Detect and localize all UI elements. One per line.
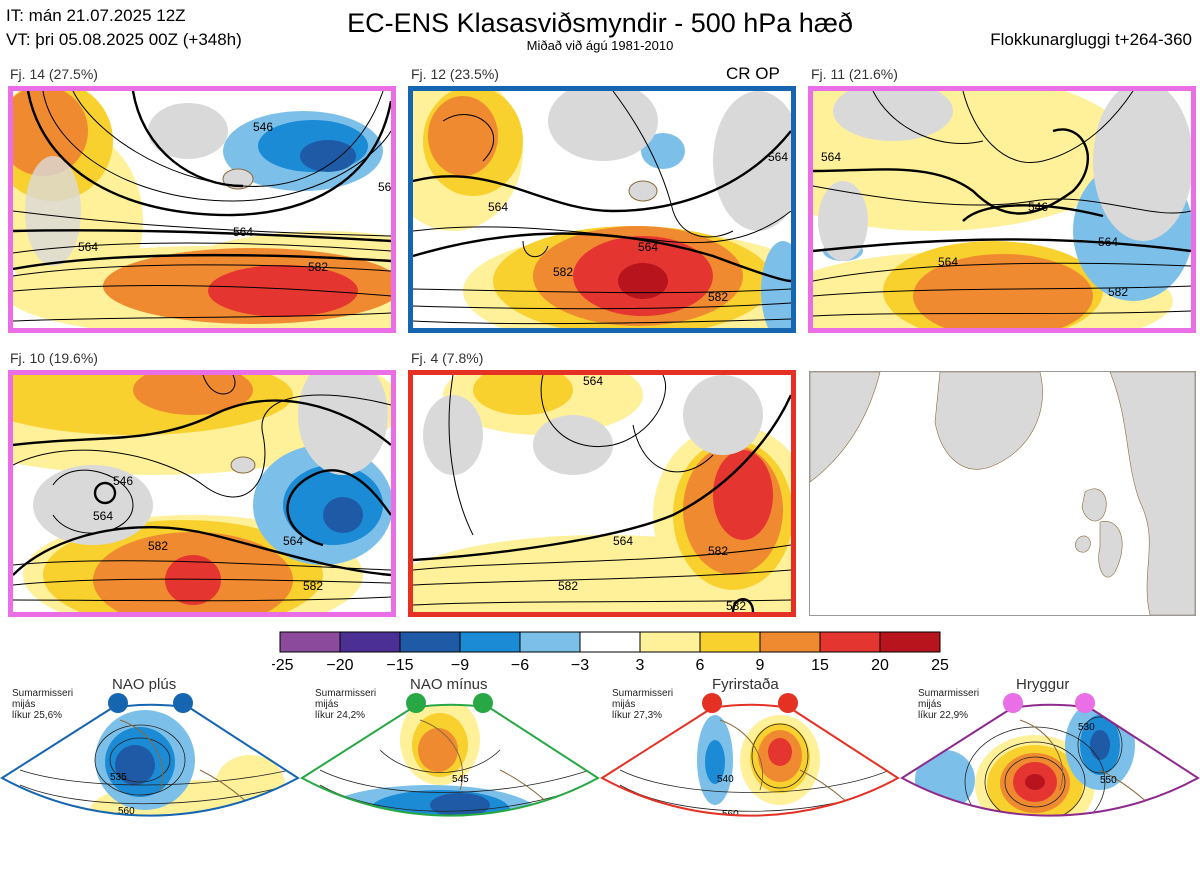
contour-label: 564 <box>488 200 508 214</box>
map-fj12: 564 564 582 582 564 <box>413 91 791 328</box>
regime-title-nao-minus: NAO mínus <box>410 676 488 693</box>
page-title: EC-ENS Klasasviðsmyndir - 500 hPa hæð <box>347 8 853 38</box>
contour-label: 564 <box>938 255 958 269</box>
contour-label: 564 <box>378 180 391 194</box>
regime-title-blocking: Fyrirstaða <box>712 676 779 693</box>
colorbar-swatch <box>519 631 581 653</box>
colorbar-tick-label: 6 <box>696 657 705 674</box>
regime-map-ridge: 530 550 575 <box>902 704 1198 849</box>
panel-fj10: 546 564 582 564 582 <box>8 370 396 617</box>
contour-label: 530 <box>1078 722 1095 733</box>
contour-label: 575 <box>448 850 465 861</box>
contour-label: 560 <box>438 816 455 827</box>
contour-label: 545 <box>452 774 469 785</box>
colorbar-tick-label: −3 <box>571 657 589 674</box>
contour-label: 582 <box>148 539 168 553</box>
colorbar-swatch <box>579 631 641 653</box>
panel-label-fj12: Fj. 12 (23.5%) <box>411 66 499 82</box>
contour-label: 560 <box>118 806 135 817</box>
contour-label: 582 <box>308 260 328 274</box>
page-subtitle: Miðað við ágú 1981-2010 <box>526 38 674 53</box>
map-fj4: 564 564 582 582 582 <box>413 375 791 612</box>
contour-label: 540 <box>717 774 734 785</box>
contour-label: 546 <box>113 474 133 488</box>
regime-maps: 535 560 545 560 575 <box>0 693 1200 861</box>
contour-label: 582 <box>708 544 728 558</box>
colorbar-tick-label: 20 <box>871 657 889 674</box>
panel-fj4: 564 564 582 582 582 <box>408 370 796 617</box>
panel-fj14: 546 564 564 582 564 <box>8 86 396 333</box>
colorbar-swatch <box>279 631 341 653</box>
colorbar-tick-label: 9 <box>756 657 765 674</box>
contour-label: 582 <box>708 290 728 304</box>
contour-label: 582 <box>303 579 323 593</box>
panel-label-fj4: Fj. 4 (7.8%) <box>411 350 484 366</box>
panel-label-fj10: Fj. 10 (19.6%) <box>10 350 98 366</box>
contour-label: 564 <box>78 240 98 254</box>
regime-map-nao-minus: 545 560 575 <box>302 704 598 861</box>
map-fj11: 564 564 546 564 582 <box>813 91 1191 328</box>
colorbar-swatch <box>639 631 701 653</box>
colorbar-tick-label: −20 <box>326 657 353 674</box>
colorbar-swatch <box>459 631 521 653</box>
colorbar-swatch <box>699 631 761 653</box>
regime-note-nao-minus: Sumarmisseri mijás líkur 24,2% <box>315 688 377 721</box>
contour-label: 564 <box>821 150 841 164</box>
colorbar-tick-label: −9 <box>451 657 469 674</box>
colorbar-swatch <box>879 631 941 653</box>
reference-map-svg <box>810 372 1195 615</box>
contour-label: 564 <box>638 240 658 254</box>
classification-window: Flokkunargluggi t+264-360 <box>990 30 1192 49</box>
colorbar-swatch <box>399 631 461 653</box>
contour-label: 560 <box>722 809 739 820</box>
regime-map-blocking: 540 560 575 <box>602 704 898 843</box>
panel-fj12: 564 564 582 582 564 <box>408 86 796 333</box>
panel-label-fj14: Fj. 14 (27.5%) <box>10 66 98 82</box>
header-times: IT: mán 21.07.2025 12Z VT: þri 05.08.202… <box>6 4 242 52</box>
colorbar-swatch <box>339 631 401 653</box>
panel-badge-crop: CR OP <box>726 64 780 83</box>
contour-label: 564 <box>613 534 633 548</box>
colorbar-swatch <box>819 631 881 653</box>
colorbar-tick-label: 3 <box>636 657 645 674</box>
reference-map <box>809 371 1196 616</box>
contour-label: 564 <box>233 225 253 239</box>
contour-label: 550 <box>1100 775 1117 786</box>
contour-label: 546 <box>1028 200 1048 214</box>
panel-fj11: 564 564 546 564 582 <box>808 86 1196 333</box>
colorbar-tick-label: 15 <box>811 657 829 674</box>
colorbar-tick-label: −6 <box>511 657 529 674</box>
colorbar-swatch <box>759 631 821 653</box>
regime-title-nao-plus: NAO plús <box>112 676 177 693</box>
contour-label: 564 <box>1098 235 1118 249</box>
colorbar-tick-label: −15 <box>386 657 413 674</box>
contour-label: 546 <box>253 120 273 134</box>
regime-note-nao-plus: Sumarmisseri mijás líkur 25,6% <box>12 688 74 721</box>
contour-label: 575 <box>736 832 753 843</box>
contour-label: 564 <box>768 150 788 164</box>
panel-label-fj11: Fj. 11 (21.6%) <box>811 66 898 82</box>
contour-label: 575 <box>1092 838 1109 849</box>
init-time: IT: mán 21.07.2025 12Z <box>6 6 186 25</box>
regime-note-blocking: Sumarmisseri mijás líkur 27,3% <box>612 688 674 721</box>
regime-title-ridge: Hryggur <box>1016 676 1070 693</box>
colorbar: −25 −20 −15 −9 −6 −3 3 6 9 15 20 25 <box>272 631 949 674</box>
contour-label: 582 <box>726 599 746 612</box>
valid-time: VT: þri 05.08.2025 00Z (+348h) <box>6 30 242 49</box>
colorbar-tick-label: 25 <box>931 657 949 674</box>
contour-label: 564 <box>583 375 603 388</box>
contour-label: 582 <box>558 579 578 593</box>
regime-map-nao-plus: 535 560 <box>2 704 298 817</box>
map-fj14: 546 564 564 582 564 <box>13 91 391 328</box>
colorbar-tick-label: −25 <box>272 657 294 674</box>
contour-label: 582 <box>553 265 573 279</box>
map-fj10: 546 564 582 564 582 <box>13 375 391 612</box>
contour-label: 564 <box>93 509 113 523</box>
contour-label: 582 <box>1108 285 1128 299</box>
regime-note-ridge: Sumarmisseri mijás líkur 22,9% <box>918 688 980 721</box>
contour-label: 564 <box>283 534 303 548</box>
contour-label: 535 <box>110 772 127 783</box>
